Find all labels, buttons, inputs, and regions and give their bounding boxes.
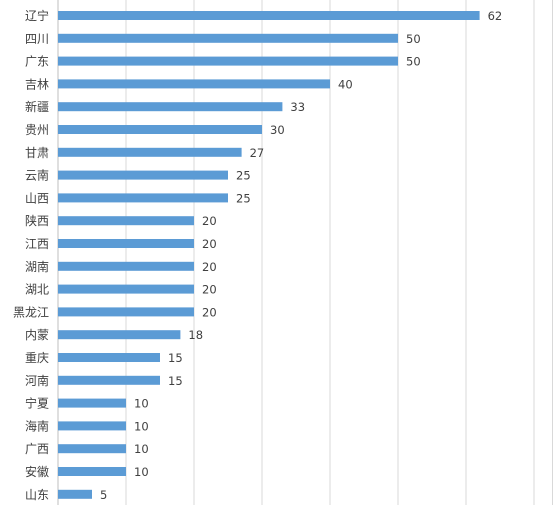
data-label: 20	[202, 305, 217, 319]
bar	[58, 261, 194, 271]
data-label: 50	[406, 55, 421, 69]
data-label: 25	[236, 169, 251, 183]
category-label: 山西	[25, 191, 49, 205]
category-label: 内蒙	[25, 328, 49, 342]
data-label: 20	[202, 260, 217, 274]
category-label: 湖南	[25, 259, 49, 274]
category-label: 河南	[25, 373, 49, 388]
data-label: 20	[202, 237, 217, 251]
data-label: 20	[202, 214, 217, 228]
bar	[58, 170, 228, 180]
data-label: 62	[488, 9, 503, 23]
data-label: 30	[270, 123, 285, 137]
bar	[58, 398, 126, 408]
category-label: 江西	[25, 237, 49, 251]
category-label: 宁夏	[25, 396, 49, 411]
bar	[58, 489, 92, 499]
category-label: 新疆	[25, 99, 49, 114]
data-label: 18	[188, 328, 203, 342]
bar	[58, 79, 330, 89]
bar	[58, 284, 194, 294]
bar	[58, 216, 194, 226]
data-label: 25	[236, 191, 251, 205]
data-label: 5	[100, 488, 107, 502]
data-label: 10	[134, 397, 149, 411]
bar	[58, 11, 480, 20]
category-label: 湖北	[25, 282, 49, 297]
bar	[58, 56, 398, 66]
data-label: 40	[338, 77, 353, 91]
bar	[58, 33, 398, 43]
category-label: 陕西	[25, 213, 49, 228]
bar	[58, 125, 262, 134]
data-label: 10	[134, 465, 149, 479]
bar	[58, 330, 181, 340]
data-label: 20	[202, 283, 217, 297]
category-label: 重庆	[25, 351, 49, 365]
category-label: 吉林	[25, 77, 49, 91]
category-label: 广东	[25, 55, 49, 69]
category-label: 四川	[25, 32, 49, 46]
bar	[58, 421, 126, 431]
bar	[58, 375, 160, 385]
data-label: 10	[134, 419, 149, 433]
data-label: 15	[168, 351, 183, 365]
category-label: 安徽	[25, 464, 49, 479]
bar	[58, 102, 283, 112]
data-label: 10	[134, 442, 149, 456]
category-label: 广西	[25, 442, 49, 456]
category-label: 辽宁	[25, 8, 49, 23]
data-label: 27	[250, 146, 265, 160]
data-label: 33	[290, 100, 305, 114]
category-label: 甘肃	[25, 146, 49, 160]
data-label: 50	[406, 32, 421, 46]
data-label: 15	[168, 374, 183, 388]
category-label: 贵州	[25, 123, 49, 137]
bar	[58, 307, 194, 317]
bar	[58, 353, 160, 362]
category-label: 山东	[25, 488, 49, 502]
bar	[58, 147, 242, 157]
category-label: 海南	[25, 418, 49, 433]
bar	[58, 239, 194, 248]
bar	[58, 193, 228, 203]
bar	[58, 444, 126, 454]
bar	[58, 467, 126, 476]
category-label: 云南	[25, 168, 49, 183]
category-label: 黑龙江	[13, 305, 49, 319]
